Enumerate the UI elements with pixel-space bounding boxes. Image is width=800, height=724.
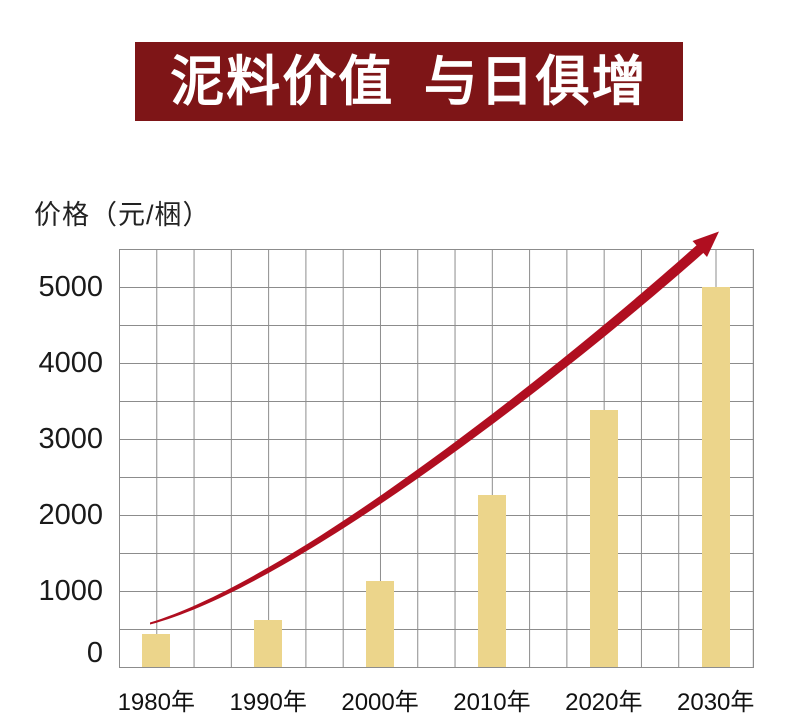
bar-2030年 — [701, 287, 730, 667]
x-tick-label: 1980年 — [117, 689, 195, 716]
y-tick-label: 2000 — [38, 499, 103, 531]
y-tick-label: 4000 — [38, 347, 103, 379]
bar-1990年 — [254, 619, 283, 667]
plot-area — [119, 249, 754, 668]
title-banner: 泥料价值 与日俱增 — [135, 42, 683, 121]
x-tick-label: 2020年 — [565, 689, 643, 716]
x-tick-label: 2030年 — [677, 689, 755, 716]
y-axis-title: 价格（元/梱） — [34, 200, 211, 230]
page-title: 泥料价值 与日俱增 — [170, 51, 648, 112]
y-tick-label: 1000 — [38, 575, 103, 607]
bar-1980年 — [142, 634, 171, 667]
x-tick-label: 1990年 — [229, 689, 307, 716]
bar-2000年 — [366, 581, 395, 667]
x-tick-label: 2000年 — [341, 689, 419, 716]
y-tick-label: 3000 — [38, 423, 103, 455]
bar-2020年 — [589, 410, 618, 667]
y-tick-label: 0 — [86, 637, 103, 669]
bar-2010年 — [477, 495, 506, 667]
x-tick-label: 2010年 — [453, 689, 531, 716]
y-tick-label: 5000 — [38, 271, 103, 303]
